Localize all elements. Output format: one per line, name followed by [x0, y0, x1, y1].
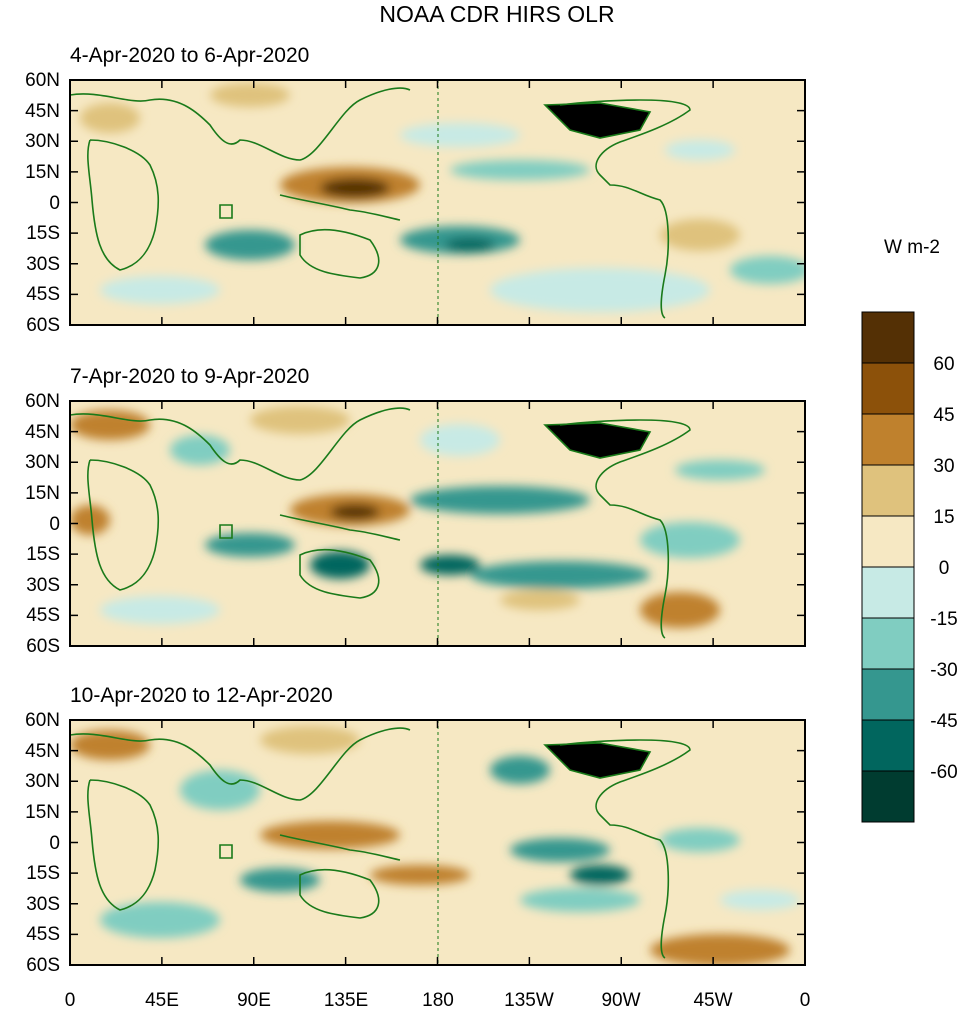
colorbar: W m-2 60 45 30 15 0 -15 -30 -45 -60: [861, 237, 958, 823]
panel-2-title: 7-Apr-2020 to 9-Apr-2020: [70, 365, 309, 388]
map-panel-3: 10-Apr-2020 to 12-Apr-2020: [25, 684, 806, 976]
svg-text:15N: 15N: [25, 162, 60, 183]
longitude-tick-labels: 0 45E 90E 135E 180 135W 90W 45W 0: [65, 990, 811, 1011]
panel-2-tick-marks: [69, 400, 806, 647]
panel-3-coastlines: [70, 727, 691, 959]
colorbar-label-neg15: -15: [930, 609, 957, 630]
panel-3-tick-marks: [69, 719, 806, 966]
svg-text:15S: 15S: [26, 223, 60, 244]
svg-text:45S: 45S: [26, 284, 60, 305]
panel-1-lat-ticks: 60N 45N 30N 15N 0 15S 30S 45S 60S: [25, 70, 60, 336]
lon-tick-90w: 90W: [601, 990, 640, 1011]
colorbar-swatch-5: [861, 515, 915, 568]
colorbar-label-45: 45: [933, 405, 954, 426]
svg-text:60N: 60N: [25, 710, 60, 731]
colorbar-label-neg45: -45: [930, 711, 957, 732]
figure-title: NOAA CDR HIRS OLR: [379, 1, 614, 27]
svg-text:30N: 30N: [25, 771, 60, 792]
panel-1-title: 4-Apr-2020 to 6-Apr-2020: [70, 44, 309, 67]
colorbar-swatch-1: [861, 311, 915, 364]
svg-text:30S: 30S: [26, 894, 60, 915]
panel-3-title: 10-Apr-2020 to 12-Apr-2020: [70, 684, 333, 707]
lon-tick-135e: 135E: [324, 990, 368, 1011]
colorbar-label-0: 0: [939, 558, 950, 579]
svg-text:30N: 30N: [25, 131, 60, 152]
colorbar-label-15: 15: [933, 507, 954, 528]
svg-text:0: 0: [49, 833, 60, 854]
panel-2-coastlines: [70, 407, 691, 639]
svg-text:0: 0: [49, 514, 60, 535]
map-panel-1: 4-Apr-2020 to 6-Apr-2020: [25, 44, 806, 336]
lon-tick-0: 0: [65, 990, 76, 1011]
panel-2-lat-ticks: 60N 45N 30N 15N 0 15S 30S 45S 60S: [25, 391, 60, 657]
svg-text:60N: 60N: [25, 391, 60, 412]
svg-text:30N: 30N: [25, 452, 60, 473]
svg-text:45S: 45S: [26, 924, 60, 945]
svg-text:60N: 60N: [25, 70, 60, 91]
svg-text:45N: 45N: [25, 741, 60, 762]
svg-text:0: 0: [49, 193, 60, 214]
svg-text:45S: 45S: [26, 605, 60, 626]
colorbar-swatch-2: [861, 362, 915, 415]
colorbar-swatch-7: [861, 617, 915, 670]
colorbar-label-neg30: -30: [930, 660, 957, 681]
colorbar-swatch-10: [861, 770, 915, 823]
colorbar-label-30: 30: [933, 456, 954, 477]
colorbar-swatch-9: [861, 719, 915, 772]
colorbar-swatch-6: [861, 566, 915, 619]
lon-tick-135w: 135W: [504, 990, 554, 1011]
panel-1-anomaly-field: [80, 83, 805, 312]
svg-text:15N: 15N: [25, 483, 60, 504]
lon-tick-45w: 45W: [693, 990, 732, 1011]
colorbar-label-neg60: -60: [930, 762, 957, 783]
svg-text:60S: 60S: [26, 636, 60, 657]
lon-tick-0-east: 0: [800, 990, 811, 1011]
panel-3-anomaly-field: [70, 726, 800, 965]
colorbar-label-60: 60: [933, 354, 954, 375]
svg-text:15N: 15N: [25, 802, 60, 823]
panel-3-lat-ticks: 60N 45N 30N 15N 0 15S 30S 45S 60S: [25, 710, 60, 976]
colorbar-swatch-4: [861, 464, 915, 517]
svg-text:45N: 45N: [25, 422, 60, 443]
panel-2-anomaly-field: [70, 406, 765, 628]
svg-text:30S: 30S: [26, 575, 60, 596]
lon-tick-180: 180: [422, 990, 454, 1011]
lon-tick-45e: 45E: [145, 990, 179, 1011]
map-panel-2: 7-Apr-2020 to 9-Apr-2020: [25, 365, 806, 657]
panel-1-coastlines: [70, 87, 691, 319]
lon-tick-90e: 90E: [237, 990, 271, 1011]
svg-text:60S: 60S: [26, 315, 60, 336]
svg-text:60S: 60S: [26, 955, 60, 976]
colorbar-swatch-8: [861, 668, 915, 721]
colorbar-units: W m-2: [884, 237, 940, 258]
svg-text:15S: 15S: [26, 544, 60, 565]
svg-text:15S: 15S: [26, 863, 60, 884]
colorbar-swatch-3: [861, 413, 915, 466]
panel-1-tick-marks: [69, 79, 806, 326]
svg-text:30S: 30S: [26, 254, 60, 275]
svg-text:45N: 45N: [25, 101, 60, 122]
